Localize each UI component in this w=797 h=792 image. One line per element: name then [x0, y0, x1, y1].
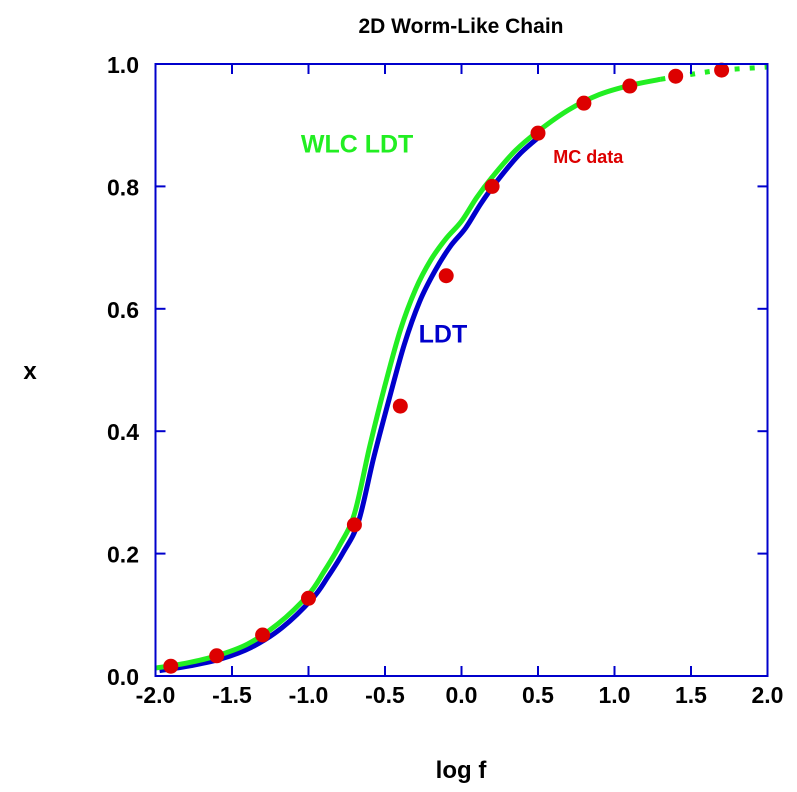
y-tick-label: 0.0 — [107, 664, 139, 690]
y-tick-label: 1.0 — [107, 52, 139, 78]
mc-data-point — [163, 658, 179, 674]
x-tick-label: 0.5 — [522, 682, 554, 708]
mc-data-point — [576, 95, 592, 111]
annotation-mc-data: MC data — [553, 147, 624, 167]
mc-data-point — [209, 648, 225, 664]
y-axis-label: x — [23, 358, 37, 385]
plot-area — [155, 62, 768, 674]
y-tick-label: 0.4 — [107, 419, 139, 445]
chart-title: 2D Worm-Like Chain — [359, 15, 564, 38]
plot-frame — [154, 63, 769, 677]
mc-data-point — [484, 178, 500, 194]
mc-data-point — [346, 517, 362, 533]
y-tick-label: 0.2 — [107, 542, 139, 568]
y-tick-label: 0.8 — [107, 174, 139, 200]
mc-data-point — [255, 627, 271, 643]
mc-data-point — [438, 268, 454, 284]
ldt-curve — [159, 132, 544, 674]
series-annotations: WLC LDT LDT MC data — [301, 131, 624, 349]
x-tick-label: 2.0 — [752, 682, 784, 708]
annotation-wlc-ldt: WLC LDT — [301, 131, 413, 159]
wlc-ldt-curve — [155, 76, 661, 671]
x-tick-label: -0.5 — [365, 682, 405, 708]
x-tick-label: -1.5 — [212, 682, 252, 708]
mc-data-point — [622, 78, 638, 94]
x-axis-label: log f — [436, 757, 488, 784]
mc-data-point — [668, 68, 684, 84]
mc-data-point — [301, 590, 316, 606]
x-tick-labels: -2.0 -1.5 -1.0 -0.5 0.0 0.5 1.0 1.5 2.0 — [136, 682, 784, 708]
x-tick-label: 1.0 — [599, 682, 631, 708]
x-tick-label: -1.0 — [289, 682, 329, 708]
x-tick-label: 1.5 — [675, 682, 707, 708]
y-tick-label: 0.6 — [107, 297, 139, 323]
mc-data-point — [714, 62, 730, 78]
wlc-ldt-curve-dotted-tail — [660, 64, 768, 82]
x-tick-label: 0.0 — [446, 682, 478, 708]
y-tick-labels: 0.0 0.2 0.4 0.6 0.8 1.0 — [107, 52, 139, 690]
axis-ticks — [154, 63, 769, 677]
mc-data-point — [530, 125, 546, 141]
x-tick-label: -2.0 — [136, 682, 176, 708]
annotation-ldt: LDT — [419, 320, 468, 348]
mc-data-point — [392, 398, 408, 414]
